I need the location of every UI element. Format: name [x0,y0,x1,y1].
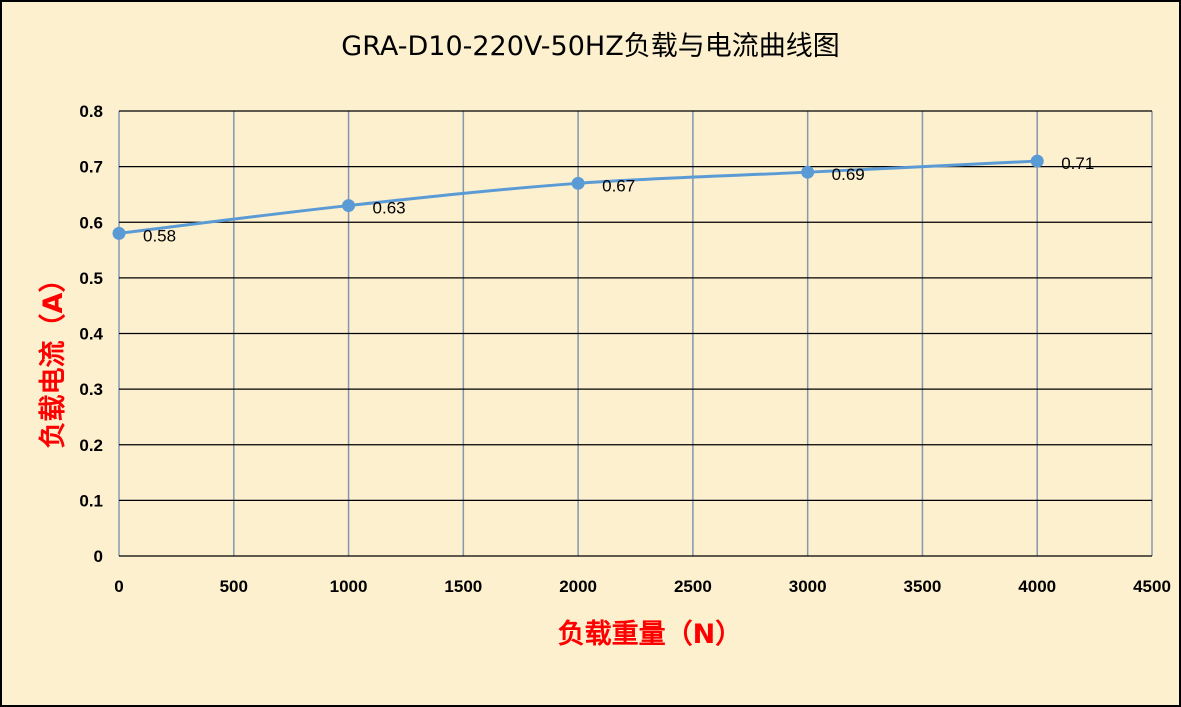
data-point [1030,154,1044,168]
x-tick-label: 500 [220,577,248,596]
data-label: 0.67 [602,176,635,195]
x-tick-label: 2500 [674,577,712,596]
series-layer [112,154,1044,240]
x-tick-label: 1500 [444,577,482,596]
y-tick-label: 0.3 [79,380,103,399]
x-axis-title: 负载重量（N） [558,619,743,650]
x-tick-label: 4500 [1133,577,1171,596]
y-tick-label: 0.2 [79,436,103,455]
axis-layer: 0 500 1000 1500 2000 2500 3000 3500 4000 4500 0 0.1… [79,102,1171,596]
y-tick-label: 0.5 [79,269,103,288]
data-point [342,199,356,213]
data-label: 0.71 [1061,154,1094,173]
x-tick-label: 2000 [559,577,597,596]
data-label: 0.63 [373,199,406,218]
x-tick-label: 3000 [789,577,827,596]
data-label: 0.69 [832,165,865,184]
y-tick-label: 0.1 [79,491,103,510]
grid-layer [118,110,1153,557]
y-tick-label: 0.4 [79,325,103,344]
data-point [112,226,126,240]
data-label: 0.58 [143,226,176,245]
y-tick-label: 0.8 [79,102,103,121]
label-layer: 0.58 0.63 0.67 0.69 0.71 [143,154,1094,245]
chart-title: GRA-D10-220V-50HZ负载与电流曲线图 [341,31,840,62]
x-tick-label: 0 [114,577,123,596]
x-tick-label: 1000 [330,577,368,596]
y-tick-label: 0.7 [79,158,103,177]
x-tick-label: 4000 [1018,577,1056,596]
y-axis-title: 负载电流（A） [38,266,69,449]
data-point [801,165,815,179]
data-point [571,176,585,190]
y-tick-label: 0.6 [79,213,103,232]
y-tick-label: 0 [94,547,103,566]
x-tick-label: 3500 [904,577,942,596]
